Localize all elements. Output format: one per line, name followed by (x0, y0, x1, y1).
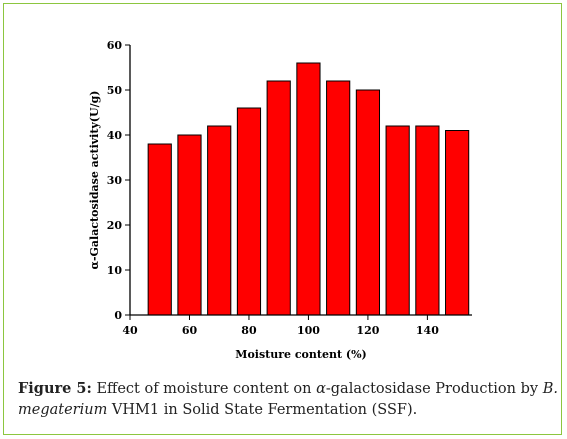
bar-60 (177, 134, 202, 316)
bar-120 (355, 89, 381, 316)
y-tick-label-20: 20 (107, 219, 123, 232)
y-tick-label-30: 30 (107, 174, 123, 187)
bar-110 (326, 80, 351, 316)
caption-text-2: -galactosidase Production by (325, 381, 543, 397)
bar-chart: 0 10 20 30 40 50 60 40 60 80 100 120 140 Moisture co… (88, 39, 472, 361)
caption-figure-label: Figure 5: (18, 380, 92, 397)
y-tick-label-60: 60 (107, 39, 123, 52)
x-tick-label-140: 140 (416, 324, 439, 337)
ticks-group: 0 10 20 30 40 50 60 40 60 80 100 120 140 (107, 39, 440, 337)
bar-50 (147, 143, 172, 316)
caption-text-3: VHM1 in Solid State Fermentation (SSF). (107, 402, 418, 418)
x-tick-label-100: 100 (297, 324, 320, 337)
bar-150 (445, 130, 470, 316)
bar-130 (385, 125, 410, 316)
bar-90 (266, 80, 291, 316)
x-tick-label-80: 80 (241, 324, 257, 337)
y-tick-label-50: 50 (107, 84, 123, 97)
bar-70 (207, 125, 232, 316)
x-tick-label-40: 40 (122, 324, 138, 337)
y-tick-label-0: 0 (114, 309, 122, 322)
x-axis-title: Moisture content (%) (235, 348, 366, 361)
caption-species: B. megaterium (18, 381, 558, 418)
bar-140 (415, 125, 440, 316)
y-tick-label-40: 40 (107, 129, 123, 142)
caption-text-1: Effect of moisture content on (91, 381, 317, 397)
bar-100 (296, 62, 321, 316)
figure-caption: Figure 5: Effect of moisture content on … (18, 378, 558, 421)
bars-group (147, 62, 470, 316)
x-tick-label-120: 120 (356, 324, 379, 337)
bar-80 (236, 107, 262, 316)
y-axis-title: α-Galactosidase activity(U/g) (88, 90, 101, 269)
y-tick-label-10: 10 (107, 264, 123, 277)
x-tick-label-60: 60 (182, 324, 198, 337)
caption-alpha: α (316, 381, 326, 397)
